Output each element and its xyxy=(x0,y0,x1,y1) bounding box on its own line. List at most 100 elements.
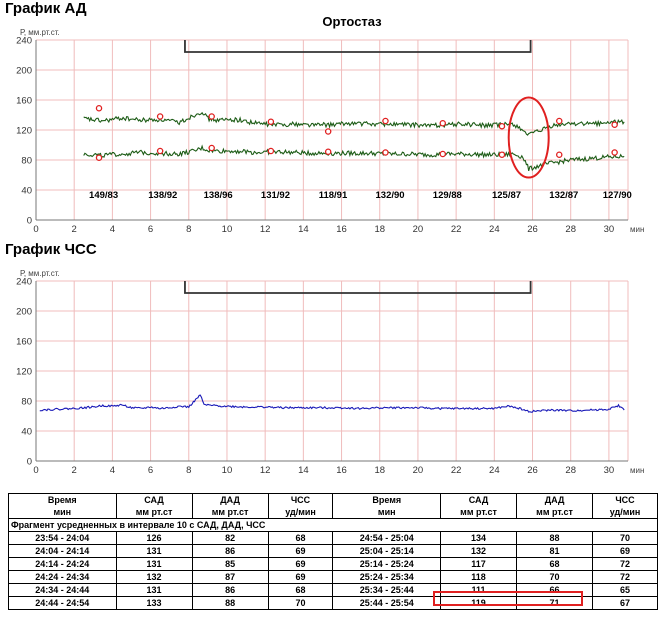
table-cell: 25:24 - 25:34 xyxy=(332,570,442,584)
table-cell: 24:24 - 24:34 xyxy=(8,570,117,584)
table-cell: 118 xyxy=(440,570,518,584)
table-cell: 24:44 - 24:54 xyxy=(8,596,117,610)
table-cell: 25:34 - 25:44 xyxy=(332,583,442,597)
fragment-label-row: Фрагмент усредненных в интервале 10 с СА… xyxy=(8,518,658,532)
x-tick-label: 12 xyxy=(260,465,271,476)
table-cell: 68 xyxy=(267,531,334,545)
fragment-label: Фрагмент усредненных в интервале 10 с СА… xyxy=(8,518,658,532)
bp-chart-heading: График АД xyxy=(5,0,87,17)
table-cell: 85 xyxy=(191,557,269,571)
x-tick-label: 28 xyxy=(565,224,576,235)
x-tick-label: 0 xyxy=(33,465,38,476)
dbp-marker xyxy=(611,149,618,156)
y-tick-label: 200 xyxy=(16,66,32,77)
bp-chart: 0 2 4 6 8 10 12 14 16 18 20 22 24 26 28 300408012016020… xyxy=(16,14,644,235)
table-cell: 131 xyxy=(115,544,193,558)
bp-value-annotation: 132/90 xyxy=(376,190,405,201)
bp-value-annotation: 149/83 xyxy=(89,190,118,201)
sbp-marker xyxy=(324,128,332,135)
table-cell: 69 xyxy=(267,557,334,571)
sbp-marker xyxy=(611,121,618,129)
table-cell: 70 xyxy=(267,596,334,610)
col-header-sbp-1: САД мм рт.ст xyxy=(115,493,193,519)
sbp-marker xyxy=(382,117,389,125)
y-tick-label: 240 xyxy=(16,36,32,47)
table-cell: 131 xyxy=(115,557,193,571)
dbp-marker xyxy=(95,154,103,161)
x-tick-label: 14 xyxy=(298,224,309,235)
x-tick-label: 8 xyxy=(186,465,191,476)
x-tick-label: 8 xyxy=(186,224,191,235)
x-tick-label: 22 xyxy=(451,465,462,476)
x-tick-label: 24 xyxy=(489,465,500,476)
table-cell: 134 xyxy=(440,531,518,545)
dbp-marker xyxy=(382,149,389,156)
col-header-hr-1: ЧСС уд/мин xyxy=(267,493,334,519)
table-cell: 88 xyxy=(516,531,594,545)
table-cell: 70 xyxy=(592,531,658,545)
table-cell: 72 xyxy=(592,570,658,584)
dbp-marker xyxy=(324,148,332,155)
col-header-dbp-1: ДАД мм рт.ст xyxy=(191,493,269,519)
table-cell: 25:14 - 25:24 xyxy=(332,557,442,571)
dbp-marker xyxy=(439,150,447,158)
x-tick-label: 4 xyxy=(110,465,115,476)
table-row: 24:24 - 24:34 132 87 69 25:24 - 25:34 118 70 72 xyxy=(8,570,658,584)
table-cell: 24:04 - 24:14 xyxy=(8,544,117,558)
y-tick-label: 240 xyxy=(16,277,32,288)
y-tick-label: 80 xyxy=(21,156,32,167)
x-tick-label: 2 xyxy=(72,465,77,476)
orthostasis-bracket xyxy=(184,40,532,53)
table-cell: 132 xyxy=(440,544,518,558)
sbp-marker xyxy=(267,118,275,126)
x-tick-label: 24 xyxy=(489,224,500,235)
table-cell: 86 xyxy=(191,583,269,597)
table-cell: 68 xyxy=(267,583,334,597)
sbp-marker xyxy=(439,120,447,127)
sbp-marker xyxy=(95,105,103,112)
table-cell: 133 xyxy=(115,596,193,610)
x-tick-label: 4 xyxy=(110,224,115,235)
y-unit-label: Р, мм.рт.ст. xyxy=(20,28,60,37)
x-tick-label: 16 xyxy=(336,224,347,235)
x-tick-label: 30 xyxy=(604,465,615,476)
averages-table: Время мин САД мм рт.ст ДАД мм рт.ст ЧСС уд/м… xyxy=(8,493,658,610)
x-tick-label: 2 xyxy=(72,224,77,235)
table-cell: 67 xyxy=(592,596,658,610)
table-cell: 81 xyxy=(516,544,594,558)
x-tick-label: 14 xyxy=(298,465,309,476)
table-cell: 24:14 - 24:24 xyxy=(8,557,117,571)
x-tick-label: 30 xyxy=(604,224,615,235)
y-tick-label: 160 xyxy=(16,337,32,348)
sbp-marker xyxy=(156,113,164,120)
x-tick-label: 18 xyxy=(374,465,385,476)
y-tick-label: 120 xyxy=(16,367,32,378)
x-unit-label: мин xyxy=(630,466,644,475)
table-cell: 25:04 - 25:14 xyxy=(332,544,442,558)
bp-value-annotation: 131/92 xyxy=(261,190,290,201)
table-cell: 23:54 - 24:04 xyxy=(8,531,117,545)
y-tick-label: 0 xyxy=(27,457,32,468)
x-tick-label: 0 xyxy=(33,224,38,235)
x-tick-label: 22 xyxy=(451,224,462,235)
chart-title: Ортостаз xyxy=(322,14,382,29)
hr-chart: 0 2 4 6 8 10 12 14 16 18 20 22 24 26 28 300408012016020… xyxy=(16,269,644,476)
table-cell: 132 xyxy=(115,570,193,584)
highlight-ellipse xyxy=(507,96,550,179)
x-unit-label: мин xyxy=(630,225,644,234)
col-header-hr-2: ЧСС уд/мин xyxy=(592,493,658,519)
table-cell: 71 xyxy=(516,596,594,610)
x-tick-label: 18 xyxy=(374,224,385,235)
table-cell: 119 xyxy=(440,596,518,610)
x-tick-label: 10 xyxy=(222,465,233,476)
y-tick-label: 40 xyxy=(21,427,32,438)
sbp-marker xyxy=(556,117,563,125)
table-cell: 88 xyxy=(191,596,269,610)
col-header-dbp-2: ДАД мм рт.ст xyxy=(516,493,594,519)
table-row: 24:34 - 24:44 131 86 68 25:34 - 25:44 111 66 65 xyxy=(8,583,658,597)
table-cell: 69 xyxy=(592,544,658,558)
series-line xyxy=(39,394,625,413)
x-tick-label: 16 xyxy=(336,465,347,476)
table-cell: 65 xyxy=(592,583,658,597)
x-tick-label: 26 xyxy=(527,465,538,476)
